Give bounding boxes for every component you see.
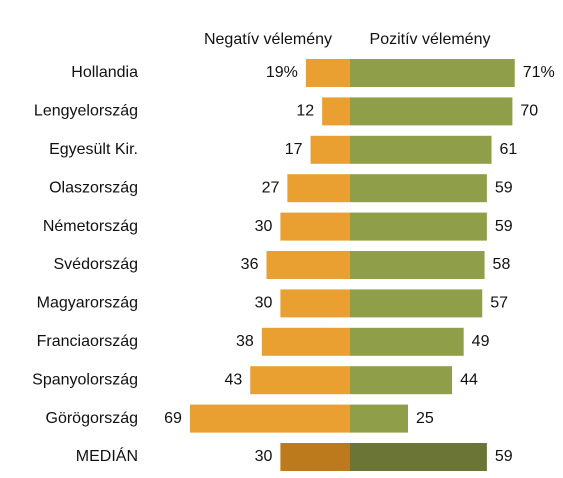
bar	[261, 327, 350, 356]
bar	[266, 251, 350, 279]
value-label: 44	[460, 371, 478, 388]
value-label: 59	[495, 448, 513, 465]
value-label: 12	[296, 103, 314, 120]
bar	[350, 135, 492, 164]
bar	[350, 443, 487, 471]
bar	[350, 366, 453, 395]
value-label: 30	[255, 295, 273, 312]
bar	[350, 404, 408, 433]
bar	[310, 135, 350, 164]
bar	[280, 212, 350, 241]
category-label: Németország	[43, 218, 138, 235]
bar	[350, 97, 513, 126]
category-label: Svédország	[54, 256, 139, 273]
value-label: 27	[262, 179, 280, 196]
bar	[305, 59, 350, 87]
bar	[350, 289, 483, 318]
category-label: Egyesült Kir.	[49, 141, 138, 158]
value-label: 43	[224, 371, 242, 388]
value-label: 30	[255, 218, 273, 235]
bar	[189, 404, 350, 433]
value-label: 38	[236, 333, 254, 350]
bar	[280, 443, 350, 471]
bar	[287, 174, 350, 203]
category-label: Lengyelország	[34, 103, 138, 120]
category-label: Franciaország	[37, 333, 138, 350]
value-label: 49	[472, 333, 490, 350]
bar	[350, 59, 515, 87]
bar	[350, 212, 487, 241]
value-label: 70	[520, 103, 538, 120]
value-label: 30	[255, 448, 273, 465]
bar	[350, 174, 487, 203]
value-label: 58	[493, 256, 511, 273]
legend-positive: Pozitív vélemény	[370, 31, 491, 48]
legend-negative: Negatív vélemény	[204, 31, 332, 48]
value-label: 69	[164, 410, 182, 427]
value-label: 17	[285, 141, 303, 158]
value-label: 61	[500, 141, 518, 158]
bar	[322, 97, 350, 126]
category-label: Magyarország	[37, 295, 138, 312]
value-label: 25	[416, 410, 434, 427]
bar	[250, 366, 350, 395]
value-label: 59	[495, 218, 513, 235]
value-label: 71%	[523, 64, 555, 81]
value-label: 59	[495, 179, 513, 196]
category-label: Spanyolország	[32, 371, 138, 388]
value-label: 19%	[266, 64, 298, 81]
category-label: Görögország	[46, 410, 139, 427]
category-label: Hollandia	[71, 64, 138, 81]
bar	[350, 327, 464, 356]
bar	[280, 289, 350, 318]
category-label: Olaszország	[49, 179, 138, 196]
value-label: 36	[241, 256, 259, 273]
bar	[350, 251, 485, 279]
value-label: 57	[490, 295, 508, 312]
category-label: MEDIÁN	[76, 446, 138, 465]
